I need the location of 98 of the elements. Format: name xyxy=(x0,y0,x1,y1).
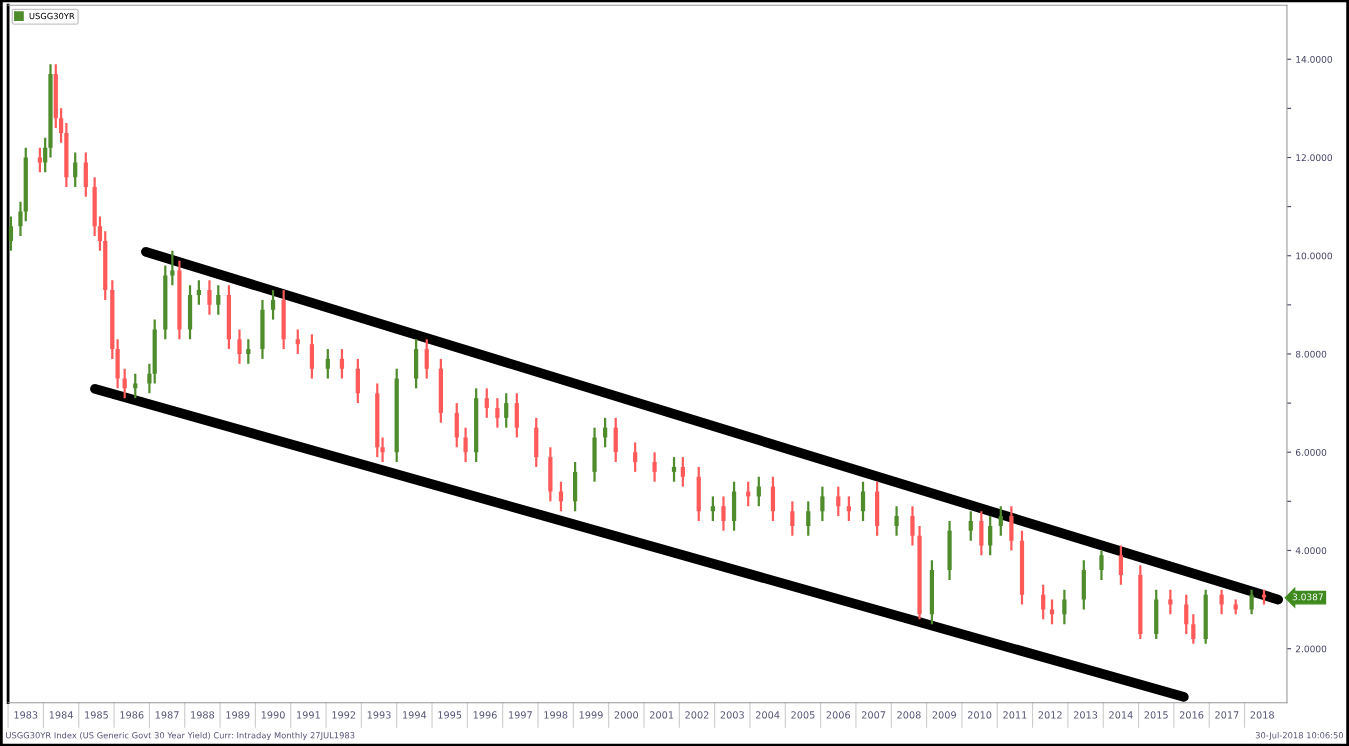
candlestick xyxy=(147,362,152,395)
candlestick xyxy=(196,279,201,306)
candlestick xyxy=(1184,593,1189,636)
candlestick xyxy=(216,284,221,316)
candlestick xyxy=(170,249,175,287)
candlestick xyxy=(270,289,276,321)
x-tick-label: 2015 xyxy=(1144,711,1168,719)
x-tick-label: 1983 xyxy=(14,711,38,719)
y-tick-label: 2.0000 xyxy=(1295,645,1327,653)
candlestick xyxy=(380,436,385,464)
candlestick xyxy=(1041,583,1046,621)
candlestick xyxy=(295,328,300,356)
x-tick-label: 1993 xyxy=(367,711,391,719)
candlestick xyxy=(246,338,251,365)
x-tick-label: 2000 xyxy=(614,711,639,719)
x-tick-label: 2016 xyxy=(1179,711,1204,719)
x-tick-label: 1990 xyxy=(261,711,285,719)
x-tick-label: 1994 xyxy=(403,711,427,719)
x-tick-label: 2005 xyxy=(791,711,815,719)
x-tick-label: 2011 xyxy=(1003,711,1027,719)
candlestick xyxy=(1219,588,1224,616)
candlestick xyxy=(97,215,103,252)
x-tick-label: 2018 xyxy=(1250,711,1274,719)
candlestick xyxy=(1062,588,1067,626)
candlestick xyxy=(910,505,915,547)
x-tick-label: 1985 xyxy=(85,711,108,719)
candlestick xyxy=(8,215,14,252)
x-tick-label: 2009 xyxy=(932,711,956,719)
candlestick xyxy=(504,392,509,429)
candlestick xyxy=(339,347,345,380)
x-tick-label: 2001 xyxy=(649,711,674,719)
candlestick xyxy=(1099,549,1104,582)
candlestick xyxy=(1049,598,1055,626)
candlestick xyxy=(484,387,489,419)
candlestick xyxy=(73,151,78,189)
candlestick xyxy=(671,456,677,483)
candlestick xyxy=(860,480,866,523)
candlestick xyxy=(37,146,43,174)
candlestick xyxy=(1249,588,1254,616)
candlestick xyxy=(988,514,993,557)
x-tick-label: 2014 xyxy=(1109,711,1133,719)
x-tick-label: 2017 xyxy=(1215,711,1239,719)
candlestick xyxy=(133,372,138,400)
x-tick-label: 2012 xyxy=(1038,711,1062,719)
text: USGG30YR Index (US Generic Govt 30 Year Yield) Curr: Intraday Monthly 27JUL1983 xyxy=(6,731,355,741)
x-tick-label: 1987 xyxy=(155,711,179,719)
candlestick xyxy=(207,279,212,316)
x-tick-label: 1997 xyxy=(509,711,532,719)
x-tick-label: 2010 xyxy=(967,711,992,719)
y-tick-label: 14.0000 xyxy=(1296,55,1333,63)
candlestick xyxy=(1191,613,1196,645)
y-tick-label: 6.0000 xyxy=(1295,448,1327,456)
candlestick xyxy=(325,347,330,380)
candlestick xyxy=(721,495,726,532)
x-tick-label: 1984 xyxy=(49,711,73,719)
x-tick-label: 1992 xyxy=(332,711,356,719)
legend-label: USGG30YR xyxy=(29,12,75,20)
x-tick-label: 1988 xyxy=(191,711,215,719)
candlestick xyxy=(424,338,429,380)
candlestick xyxy=(968,510,973,542)
candlestick xyxy=(633,441,638,473)
y-tick-label: 12.0000 xyxy=(1296,154,1333,162)
candlestick xyxy=(846,495,852,523)
y-tick-label: 10.0000 xyxy=(1296,252,1333,260)
candlestick xyxy=(237,328,242,365)
x-tick-label: 2007 xyxy=(861,711,886,719)
x-tick-label: 1991 xyxy=(297,711,320,719)
candlestick xyxy=(680,456,685,488)
x-tick-label: 1995 xyxy=(438,711,462,719)
y-tick-label: 8.0000 xyxy=(1295,350,1327,358)
x-tick-label: 1996 xyxy=(473,711,497,719)
candlestick xyxy=(836,485,841,518)
candlestick xyxy=(894,505,899,537)
x-tick-label: 1989 xyxy=(226,711,250,719)
x-tick-label: 2013 xyxy=(1073,711,1098,719)
text: 30-Jul-2018 10:06:50 xyxy=(1255,731,1344,740)
candlestick xyxy=(58,107,64,144)
candlestick xyxy=(790,500,795,537)
x-tick-label: 2002 xyxy=(685,711,709,719)
candlestick xyxy=(18,200,23,238)
candlestick xyxy=(1118,544,1124,586)
candlestick xyxy=(710,495,715,523)
y-tick-label: 4.0000 xyxy=(1295,547,1327,555)
candlestick xyxy=(43,136,48,174)
x-tick-label: 2004 xyxy=(755,711,780,719)
candlestick xyxy=(998,505,1003,537)
x-tick-label: 1986 xyxy=(120,711,144,719)
x-tick-label: 1998 xyxy=(544,711,568,719)
text: 3.0387 xyxy=(1292,593,1323,601)
x-tick-label: 2006 xyxy=(826,711,851,719)
x-tick-label: 2008 xyxy=(897,711,921,719)
x-tick-label: 1999 xyxy=(579,711,603,719)
x-tick-label: 2003 xyxy=(720,711,744,719)
candlestick xyxy=(820,485,825,523)
candlestick xyxy=(463,426,468,464)
candlestick xyxy=(806,500,811,537)
candlestick xyxy=(495,397,500,429)
candlestick xyxy=(652,451,657,483)
